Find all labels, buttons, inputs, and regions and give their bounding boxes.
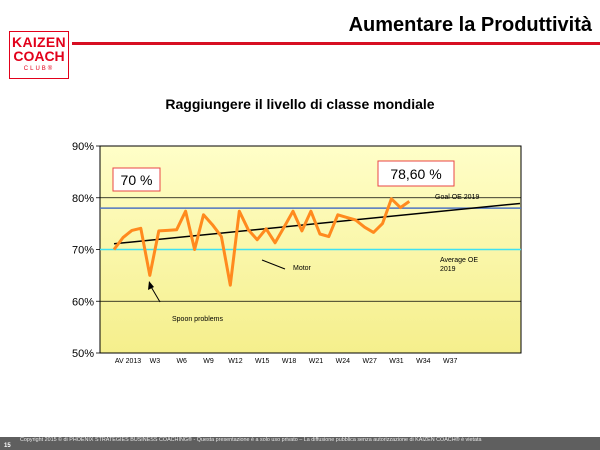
- copyright-text: Copyright 2015 © di PHOENIX STRATEGIES B…: [20, 437, 482, 443]
- x-tick-label: W21: [309, 358, 324, 365]
- x-tick-label: W3: [150, 358, 161, 365]
- logo-line2: COACH: [13, 48, 65, 64]
- x-tick-label: W37: [443, 358, 458, 365]
- logo-line1: KAIZEN: [12, 34, 66, 50]
- x-tick-label: W15: [255, 358, 270, 365]
- spoon-label: Spoon problems: [172, 316, 223, 323]
- y-tick-label: 70%: [72, 245, 94, 257]
- y-tick-label: 50%: [72, 348, 94, 360]
- x-tick-label: W24: [336, 358, 351, 365]
- x-tick-label: W31: [389, 358, 404, 365]
- spoon-arrowhead: [148, 281, 154, 290]
- x-tick-label: W6: [176, 358, 187, 365]
- callout-end-box: [377, 160, 455, 187]
- motor-leader: [261, 259, 286, 270]
- motor-label: Motor: [293, 265, 312, 272]
- oe-chart: 90% 80% 70% 60% 50% AV 2013 W3 W6 W9 W12 W15 W18 W2…: [72, 141, 522, 365]
- goal-label: Goal OE 2019: [435, 194, 479, 201]
- slide-title: Aumentare la Produttività: [348, 14, 592, 36]
- x-tick-label: AV 2013: [115, 358, 141, 365]
- y-tick-label: 90%: [72, 141, 94, 153]
- x-tick-label: W34: [416, 358, 431, 365]
- y-tick-label: 80%: [72, 193, 94, 205]
- x-tick-label: W12: [228, 358, 243, 365]
- x-tick-label: W18: [282, 358, 297, 365]
- oe-series-line: [112, 197, 411, 287]
- footer-bar: Copyright 2015 © di PHOENIX STRATEGIES B…: [0, 437, 600, 450]
- title-rule: [72, 42, 600, 45]
- kaizen-coach-logo: KAIZEN COACH CLUB®: [9, 31, 69, 79]
- page-number: 15: [4, 443, 11, 449]
- average-label: Average OE: [440, 257, 478, 264]
- logo-line3: CLUB®: [23, 66, 55, 72]
- callout-start: 70 %: [121, 172, 153, 188]
- chart-subtitle: Raggiungere il livello di classe mondial…: [165, 96, 435, 112]
- x-tick-label: W27: [362, 358, 377, 365]
- y-tick-label: 60%: [72, 296, 94, 308]
- callout-start-box: [112, 167, 161, 192]
- callout-end: 78,60 %: [390, 166, 441, 182]
- average-label: 2019: [440, 266, 456, 273]
- x-tick-label: W9: [203, 358, 214, 365]
